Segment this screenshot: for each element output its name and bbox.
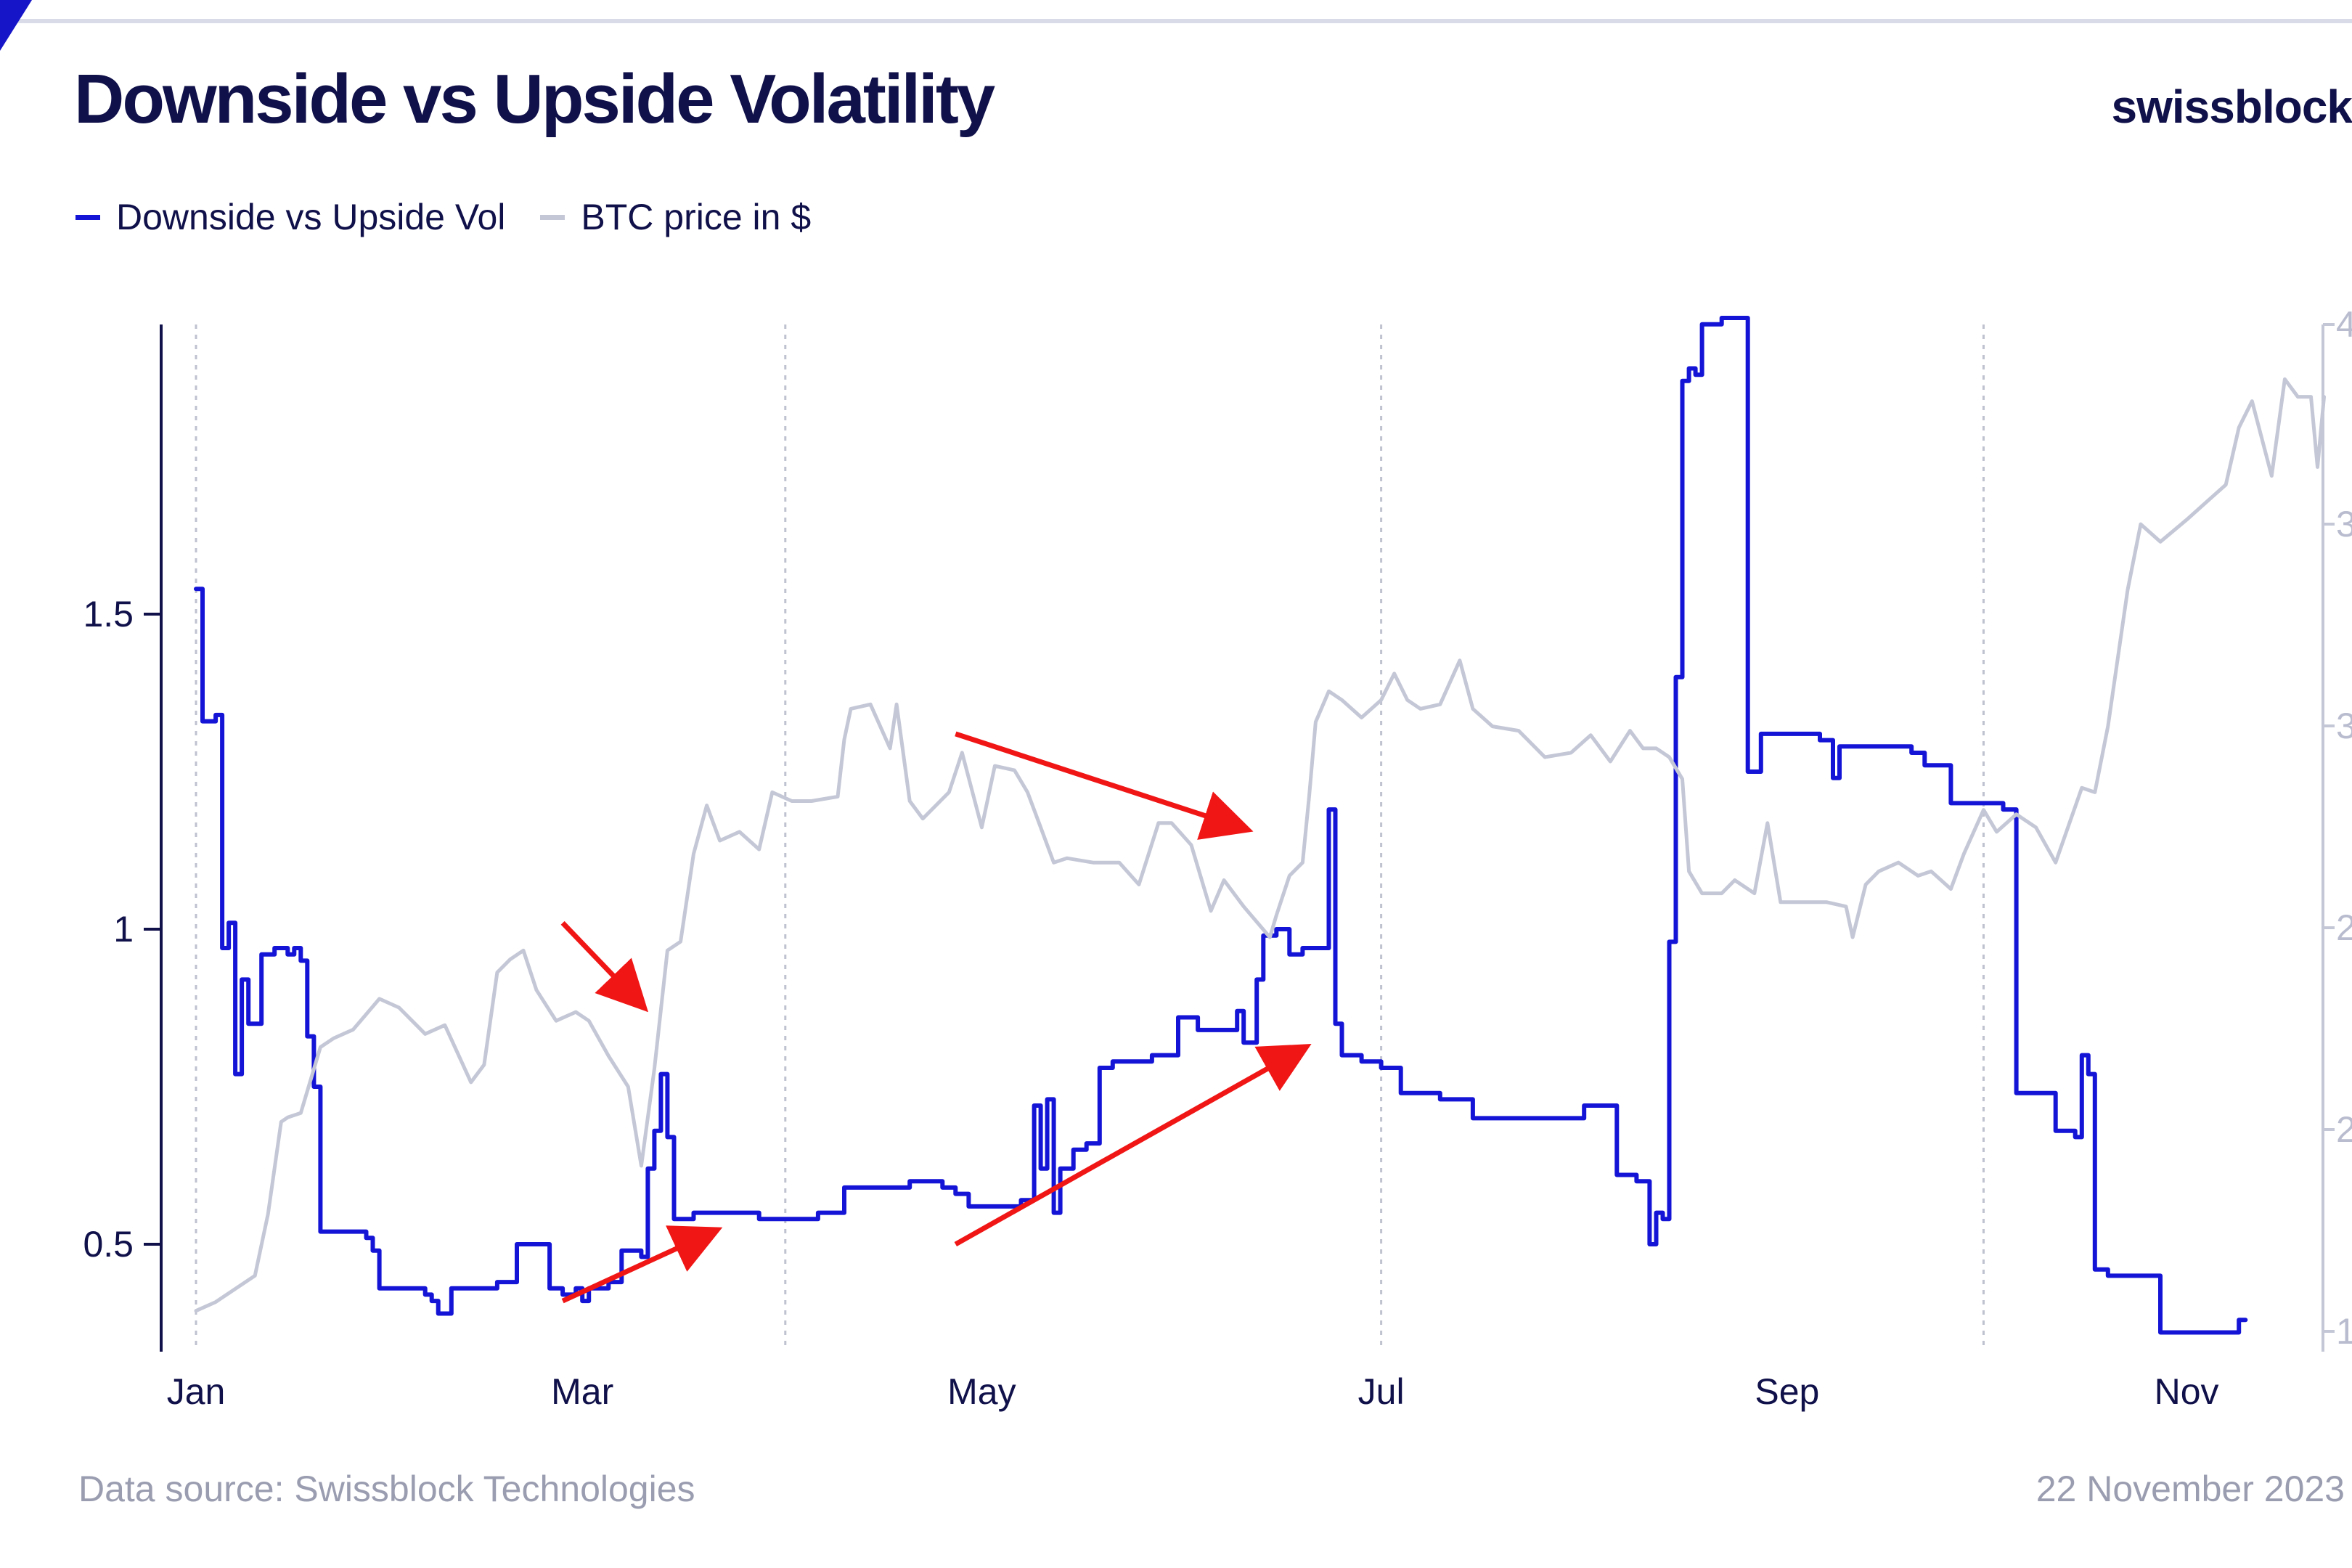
- corner-mark: [0, 0, 32, 51]
- chart-legend: Downside vs Upside Vol BTC price in $: [75, 196, 846, 238]
- y-right-tick-label: 3: [2336, 504, 2352, 544]
- legend-swatch-btc: [540, 214, 565, 220]
- x-tick-label: Jan: [167, 1371, 226, 1412]
- series-line-btc-price: [194, 377, 2326, 1313]
- y-left-tick-label: 0.5: [83, 1224, 134, 1265]
- series-line-downside-upside-vol: [194, 316, 2248, 1335]
- legend-item-btc: BTC price in $: [540, 196, 811, 238]
- y-right-tick-label: 1: [2336, 1311, 2352, 1352]
- annotation-arrow: [954, 1044, 1312, 1247]
- x-tick-label: Nov: [2155, 1371, 2219, 1412]
- annotation-arrow: [955, 731, 1254, 840]
- x-tick-label: Jul: [1358, 1371, 1405, 1412]
- chart-title: Downside vs Upside Volatility: [74, 60, 995, 138]
- y-right-tick-label: 4: [2336, 304, 2352, 345]
- y-left-tick-label: 1.5: [83, 594, 134, 634]
- annotation-arrow: [561, 1225, 723, 1304]
- report-date: 22 November 2023: [2035, 1469, 2345, 1509]
- brand-logo: swissblock: [2111, 81, 2352, 133]
- legend-swatch-vol: [75, 214, 100, 220]
- y-right-tick-label: 3: [2336, 706, 2352, 746]
- x-tick-label: May: [947, 1371, 1016, 1412]
- data-source-note: Data source: Swissblock Technologies: [78, 1469, 695, 1509]
- legend-label-btc: BTC price in $: [581, 197, 812, 237]
- x-tick-label: Sep: [1755, 1371, 1819, 1412]
- annotation-arrow: [560, 920, 649, 1013]
- legend-label-vol: Downside vs Upside Vol: [116, 197, 506, 237]
- legend-item-vol: Downside vs Upside Vol: [75, 196, 505, 238]
- top-rule: [0, 19, 2352, 23]
- x-tick-label: Mar: [551, 1371, 613, 1412]
- y-right-tick-label: 2: [2336, 907, 2352, 948]
- y-left-tick-label: 1: [113, 909, 134, 950]
- y-right-tick-label: 2: [2336, 1109, 2352, 1150]
